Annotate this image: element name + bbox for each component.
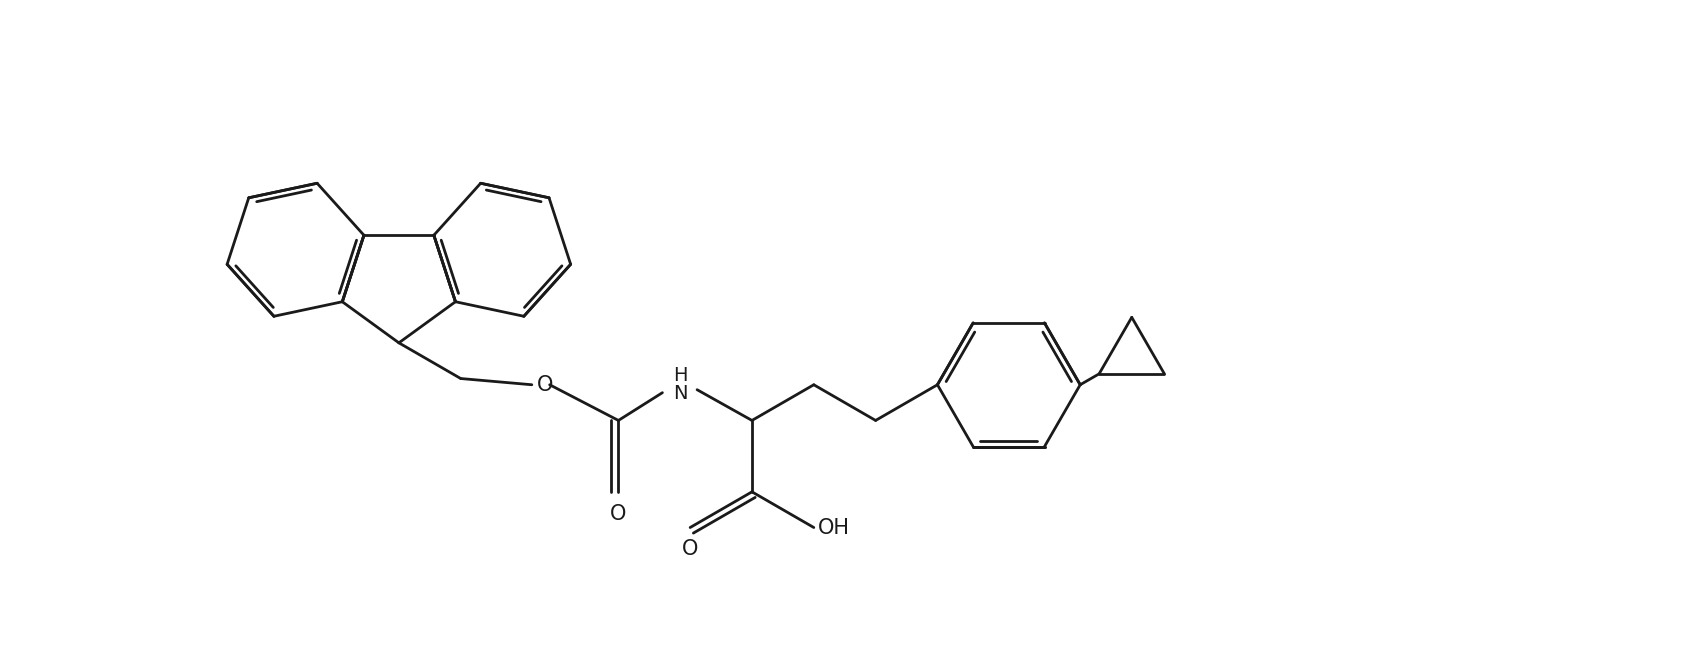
Text: OH: OH xyxy=(818,518,850,537)
Text: O: O xyxy=(611,503,626,524)
Text: O: O xyxy=(536,375,553,395)
Text: H
N: H N xyxy=(674,367,687,403)
Text: O: O xyxy=(682,539,699,559)
